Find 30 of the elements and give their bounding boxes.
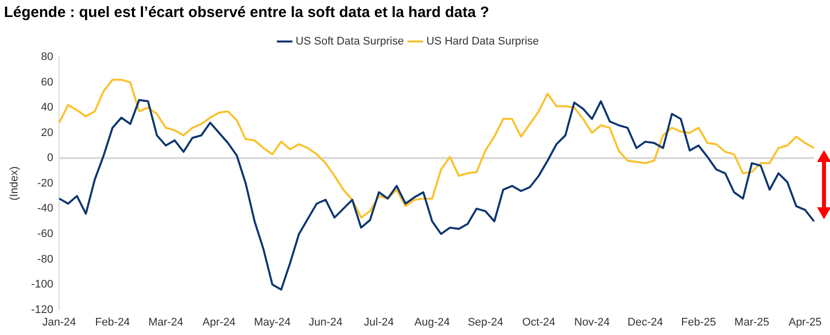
y-axis-title: (Index) [8, 166, 21, 201]
x-tick-label: Sep-24 [468, 316, 504, 328]
legend-label: US Hard Data Surprise [426, 36, 539, 48]
x-tick-label: Dec-24 [628, 316, 664, 328]
y-tick-label: -120 [31, 304, 54, 316]
x-tick-label: Mar-25 [734, 316, 770, 328]
x-tick-label: Jun-24 [308, 316, 342, 328]
x-tick-label: Mar-24 [148, 316, 184, 328]
y-tick-label: 20 [40, 126, 54, 139]
x-tick-label: Nov-24 [574, 316, 610, 328]
x-tick-label: Feb-25 [681, 316, 716, 328]
y-tick-label: 60 [40, 76, 54, 88]
x-tick-label: Apr-24 [202, 316, 236, 328]
y-tick-label: 40 [40, 102, 54, 114]
x-tick-label: Feb-24 [95, 316, 130, 328]
x-tick-label: May-24 [254, 316, 291, 328]
y-tick-label: 80 [40, 51, 54, 64]
y-tick-label: -80 [37, 253, 54, 266]
x-tick-label: Jan-24 [42, 316, 76, 328]
y-tick-label: -60 [37, 228, 54, 240]
x-tick-label: Apr-25 [788, 316, 822, 328]
x-tick-label: Aug-24 [414, 316, 450, 328]
x-tick-label: Oct-24 [522, 316, 556, 328]
y-tick-label: -40 [37, 202, 54, 215]
x-tick-label: Jul-24 [364, 316, 394, 328]
chart-title: Légende : quel est l’écart observé entre la soft data et la hard data ? [4, 4, 490, 22]
y-tick-label: -20 [37, 177, 54, 190]
y-tick-label: 0 [47, 152, 54, 164]
y-tick-label: -100 [31, 278, 54, 291]
legend-label: US Soft Data Surprise [296, 36, 404, 48]
